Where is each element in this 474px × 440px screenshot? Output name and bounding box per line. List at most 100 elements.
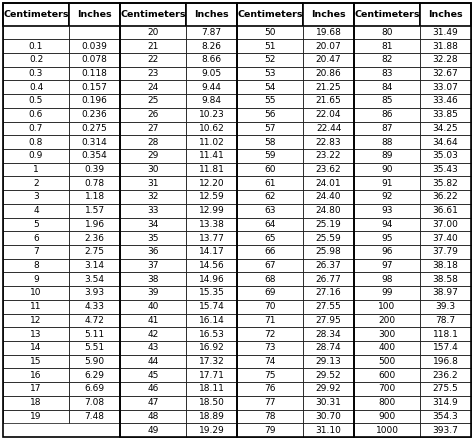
Bar (3, 327, 69, 341)
Bar (303, 382, 354, 396)
Bar (3, 149, 69, 163)
Bar (354, 108, 420, 121)
Bar (420, 94, 471, 108)
Bar (120, 368, 186, 382)
Text: 12: 12 (30, 316, 42, 325)
Bar (420, 272, 471, 286)
Bar (420, 204, 471, 217)
Bar (303, 121, 354, 135)
Text: 92: 92 (382, 192, 393, 202)
Bar (237, 355, 303, 368)
Text: 25: 25 (147, 96, 159, 106)
Bar (303, 423, 354, 437)
Bar (69, 149, 120, 163)
Text: 28.74: 28.74 (316, 343, 341, 352)
Text: 39: 39 (147, 289, 159, 297)
Bar (69, 39, 120, 53)
Bar (120, 259, 186, 272)
Text: 314.9: 314.9 (433, 398, 458, 407)
Bar (420, 245, 471, 259)
Text: 50: 50 (264, 28, 276, 37)
Bar (120, 39, 186, 53)
Text: 9.44: 9.44 (201, 83, 221, 92)
Text: 68: 68 (264, 275, 276, 284)
Bar (3, 410, 69, 423)
Text: 77: 77 (264, 398, 276, 407)
Text: 4.33: 4.33 (84, 302, 105, 311)
Bar (354, 396, 420, 410)
Bar (120, 176, 186, 190)
Text: 15: 15 (30, 357, 42, 366)
Bar (420, 149, 471, 163)
Text: 0.157: 0.157 (82, 83, 108, 92)
Text: 25.19: 25.19 (316, 220, 341, 229)
Bar (237, 314, 303, 327)
Text: 46: 46 (147, 385, 159, 393)
Bar (3, 204, 69, 217)
Text: 23: 23 (147, 69, 159, 78)
Bar (69, 135, 120, 149)
Text: 29.92: 29.92 (316, 385, 341, 393)
Text: 21.65: 21.65 (316, 96, 341, 106)
Bar (186, 341, 237, 355)
Bar (354, 3, 471, 437)
Text: 17.32: 17.32 (199, 357, 224, 366)
Bar (303, 176, 354, 190)
Bar (303, 163, 354, 176)
Bar (420, 163, 471, 176)
Text: 8: 8 (33, 261, 39, 270)
Text: 95: 95 (381, 234, 393, 242)
Bar (420, 108, 471, 121)
Bar (303, 300, 354, 314)
Bar (354, 67, 420, 81)
Bar (420, 410, 471, 423)
Bar (120, 190, 186, 204)
Text: 82: 82 (382, 55, 393, 64)
Bar (186, 190, 237, 204)
Bar (186, 259, 237, 272)
Text: 10: 10 (30, 289, 42, 297)
Text: 22.04: 22.04 (316, 110, 341, 119)
Bar (303, 286, 354, 300)
Text: 14: 14 (30, 343, 42, 352)
Bar (3, 245, 69, 259)
Text: 118.1: 118.1 (433, 330, 458, 339)
Bar (354, 327, 420, 341)
Bar (354, 410, 420, 423)
Bar (69, 382, 120, 396)
Text: 20.86: 20.86 (316, 69, 341, 78)
Bar (237, 300, 303, 314)
Text: 4.72: 4.72 (85, 316, 104, 325)
Bar (354, 26, 420, 39)
Bar (237, 190, 303, 204)
Text: 22.44: 22.44 (316, 124, 341, 133)
Bar (120, 81, 186, 94)
Text: 35.03: 35.03 (433, 151, 458, 160)
Bar (354, 121, 420, 135)
Bar (3, 286, 69, 300)
Bar (3, 272, 69, 286)
Text: 4: 4 (33, 206, 39, 215)
Bar (237, 341, 303, 355)
Bar (354, 382, 420, 396)
Text: 7.48: 7.48 (84, 412, 105, 421)
Bar (237, 396, 303, 410)
Text: 22.83: 22.83 (316, 138, 341, 147)
Bar (3, 94, 69, 108)
Bar (69, 286, 120, 300)
Bar (354, 53, 420, 67)
Text: 0.118: 0.118 (82, 69, 108, 78)
Bar (420, 231, 471, 245)
Text: 32.28: 32.28 (433, 55, 458, 64)
Text: 14.17: 14.17 (199, 247, 224, 257)
Text: 0.2: 0.2 (29, 55, 43, 64)
Text: 0.1: 0.1 (29, 42, 43, 51)
Text: 33: 33 (147, 206, 159, 215)
Bar (3, 259, 69, 272)
Text: 30.70: 30.70 (316, 412, 341, 421)
Text: 9.05: 9.05 (201, 69, 222, 78)
Bar (69, 26, 120, 39)
Bar (303, 204, 354, 217)
Bar (3, 67, 69, 81)
Bar (303, 245, 354, 259)
